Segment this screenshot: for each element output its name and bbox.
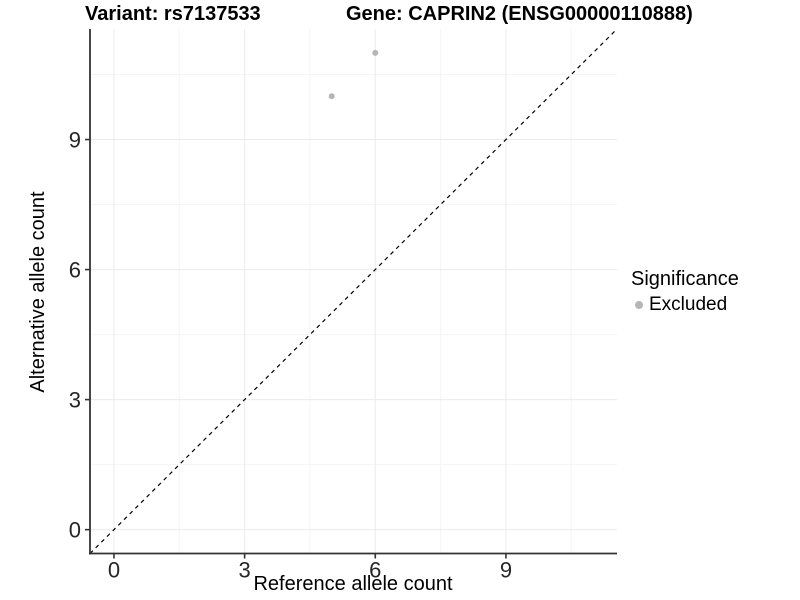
y-tick-label: 3	[69, 388, 81, 413]
plot-title-gene: Gene: CAPRIN2 (ENSG00000110888)	[346, 3, 693, 25]
y-tick-label: 6	[69, 258, 81, 283]
y-tick-label: 9	[69, 128, 81, 153]
x-tick-label: 3	[238, 558, 250, 583]
x-tick-label: 0	[108, 558, 120, 583]
y-tick-label: 0	[69, 518, 81, 543]
plot-title-variant: Variant: rs7137533	[85, 3, 261, 25]
legend-title: Significance	[631, 268, 739, 290]
legend-item-label: Excluded	[649, 294, 728, 315]
data-point	[328, 93, 335, 100]
x-tick-label: 9	[500, 558, 512, 583]
identity-dashed-line	[89, 28, 618, 554]
data-point	[372, 49, 379, 56]
legend: Significance Excluded	[631, 268, 739, 316]
y-axis-title: Alternative allele count	[27, 191, 49, 393]
x-tick-label: 6	[369, 558, 381, 583]
excluded-point-icon	[635, 301, 643, 309]
legend-item-excluded: Excluded	[631, 294, 739, 316]
x-axis-title: Reference allele count	[253, 573, 453, 595]
